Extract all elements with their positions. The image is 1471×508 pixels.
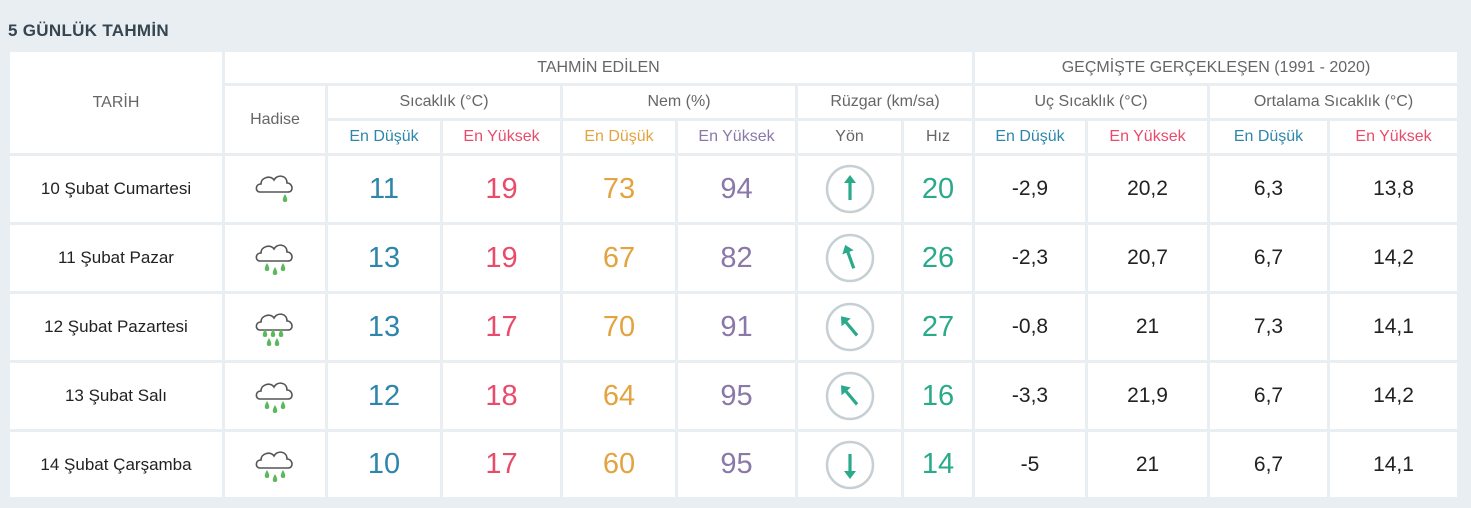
extreme-max-cell: 21 [1088, 432, 1207, 497]
weather-icon-cell [225, 432, 325, 497]
wind-arrow-icon [825, 440, 874, 489]
wind-speed-cell: 14 [904, 432, 972, 497]
average-min-cell: 6,7 [1210, 432, 1327, 497]
humidity-min-cell: 70 [563, 294, 675, 360]
wind-direction-header: Yön [798, 121, 901, 153]
wind-arrow-icon [825, 302, 874, 352]
temp-min-cell: 10 [328, 432, 440, 497]
average-max-cell: 14,1 [1330, 294, 1457, 360]
wind-speed-header: Hız [904, 121, 972, 153]
wind-direction-cell [798, 156, 901, 222]
extreme-max-cell: 20,2 [1088, 156, 1207, 222]
extreme-max-cell: 20,7 [1088, 225, 1207, 291]
average-min-header: En Düşük [1210, 121, 1327, 153]
wind-direction-cell [798, 294, 901, 360]
wind-direction-cell [798, 225, 901, 291]
wind-speed-cell: 27 [904, 294, 972, 360]
wind-arrow-icon [825, 233, 874, 283]
humidity-max-cell: 95 [678, 432, 795, 497]
temp-max-cell: 19 [443, 156, 560, 222]
average-max-cell: 14,2 [1330, 225, 1457, 291]
forecast-table: TARİH TAHMİN EDİLEN GEÇMİŞTE GERÇEKLEŞEN… [7, 49, 1460, 500]
weather-icon-cell [225, 156, 325, 222]
wind-arrow-icon [825, 164, 874, 214]
table-row: 13 Şubat Salı 12 18 64 95 16 -3,3 21,9 6,7 14,2 [10, 363, 1457, 429]
average-max-cell: 14,1 [1330, 432, 1457, 497]
average-min-cell: 6,7 [1210, 225, 1327, 291]
wind-arrow-icon [825, 371, 874, 421]
weather-icon-cell [225, 294, 325, 360]
rain-cloud-icon [255, 450, 293, 482]
extreme-min-cell: -5 [975, 432, 1085, 497]
temp-max-cell: 17 [443, 294, 560, 360]
extreme-min-header: En Düşük [975, 121, 1085, 153]
temp-max-cell: 17 [443, 432, 560, 497]
weather-icon-cell [225, 225, 325, 291]
average-max-cell: 14,2 [1330, 363, 1457, 429]
humidity-max-cell: 82 [678, 225, 795, 291]
temp-min-cell: 13 [328, 225, 440, 291]
humidity-max-cell: 95 [678, 363, 795, 429]
table-row: 10 Şubat Cumartesi 11 19 73 94 20 -2,9 20,2 6,3 1… [10, 156, 1457, 222]
humidity-min-cell: 73 [563, 156, 675, 222]
forecast-header: TAHMİN EDİLEN [225, 52, 972, 83]
temp-min-header: En Düşük [328, 121, 440, 153]
wind-direction-cell [798, 432, 901, 497]
temp-max-cell: 18 [443, 363, 560, 429]
date-cell: 12 Şubat Pazartesi [10, 294, 222, 360]
temp-max-cell: 19 [443, 225, 560, 291]
average-temperature-header: Ortalama Sıcaklık (°C) [1210, 86, 1457, 118]
weather-icon-cell [225, 363, 325, 429]
extreme-min-cell: -0,8 [975, 294, 1085, 360]
date-header: TARİH [10, 52, 222, 153]
table-row: 12 Şubat Pazartesi 13 17 70 91 27 -0,8 21 7,3 14,… [10, 294, 1457, 360]
humidity-min-cell: 67 [563, 225, 675, 291]
extreme-max-cell: 21,9 [1088, 363, 1207, 429]
wind-speed-cell: 16 [904, 363, 972, 429]
section-title: 5 GÜNLÜK TAHMİN [8, 21, 169, 40]
average-min-cell: 6,3 [1210, 156, 1327, 222]
extreme-max-cell: 21 [1088, 294, 1207, 360]
average-min-cell: 6,7 [1210, 363, 1327, 429]
date-cell: 10 Şubat Cumartesi [10, 156, 222, 222]
humidity-min-cell: 60 [563, 432, 675, 497]
temp-min-cell: 13 [328, 294, 440, 360]
date-cell: 14 Şubat Çarşamba [10, 432, 222, 497]
wind-header: Rüzgar (km/sa) [798, 86, 972, 118]
humidity-min-header: En Düşük [563, 121, 675, 153]
date-cell: 13 Şubat Salı [10, 363, 222, 429]
temp-max-header: En Yüksek [443, 121, 560, 153]
date-cell: 11 Şubat Pazar [10, 225, 222, 291]
humidity-max-header: En Yüksek [678, 121, 795, 153]
extreme-min-cell: -2,3 [975, 225, 1085, 291]
average-max-header: En Yüksek [1330, 121, 1457, 153]
temperature-header: Sıcaklık (°C) [328, 86, 560, 118]
wind-speed-cell: 26 [904, 225, 972, 291]
table-row: 14 Şubat Çarşamba 10 17 60 95 14 -5 21 6,7 14,1 [10, 432, 1457, 497]
history-header: GEÇMİŞTE GERÇEKLEŞEN (1991 - 2020) [975, 52, 1457, 83]
wind-direction-cell [798, 363, 901, 429]
extreme-min-cell: -2,9 [975, 156, 1085, 222]
rain-cloud-icon [255, 382, 293, 413]
extreme-temperature-header: Uç Sıcaklık (°C) [975, 86, 1207, 118]
table-row: 11 Şubat Pazar 13 19 67 82 26 -2,3 20,7 6,7 14,2 [10, 225, 1457, 291]
rain-cloud-icon [255, 244, 293, 275]
humidity-max-cell: 91 [678, 294, 795, 360]
average-min-cell: 7,3 [1210, 294, 1327, 360]
extreme-min-cell: -3,3 [975, 363, 1085, 429]
wind-speed-cell: 20 [904, 156, 972, 222]
light-rain-cloud-icon [255, 175, 293, 202]
temp-min-cell: 12 [328, 363, 440, 429]
event-header: Hadise [225, 86, 325, 153]
heavy-rain-cloud-icon [255, 313, 293, 346]
humidity-header: Nem (%) [563, 86, 795, 118]
humidity-max-cell: 94 [678, 156, 795, 222]
humidity-min-cell: 64 [563, 363, 675, 429]
temp-min-cell: 11 [328, 156, 440, 222]
extreme-max-header: En Yüksek [1088, 121, 1207, 153]
average-max-cell: 13,8 [1330, 156, 1457, 222]
